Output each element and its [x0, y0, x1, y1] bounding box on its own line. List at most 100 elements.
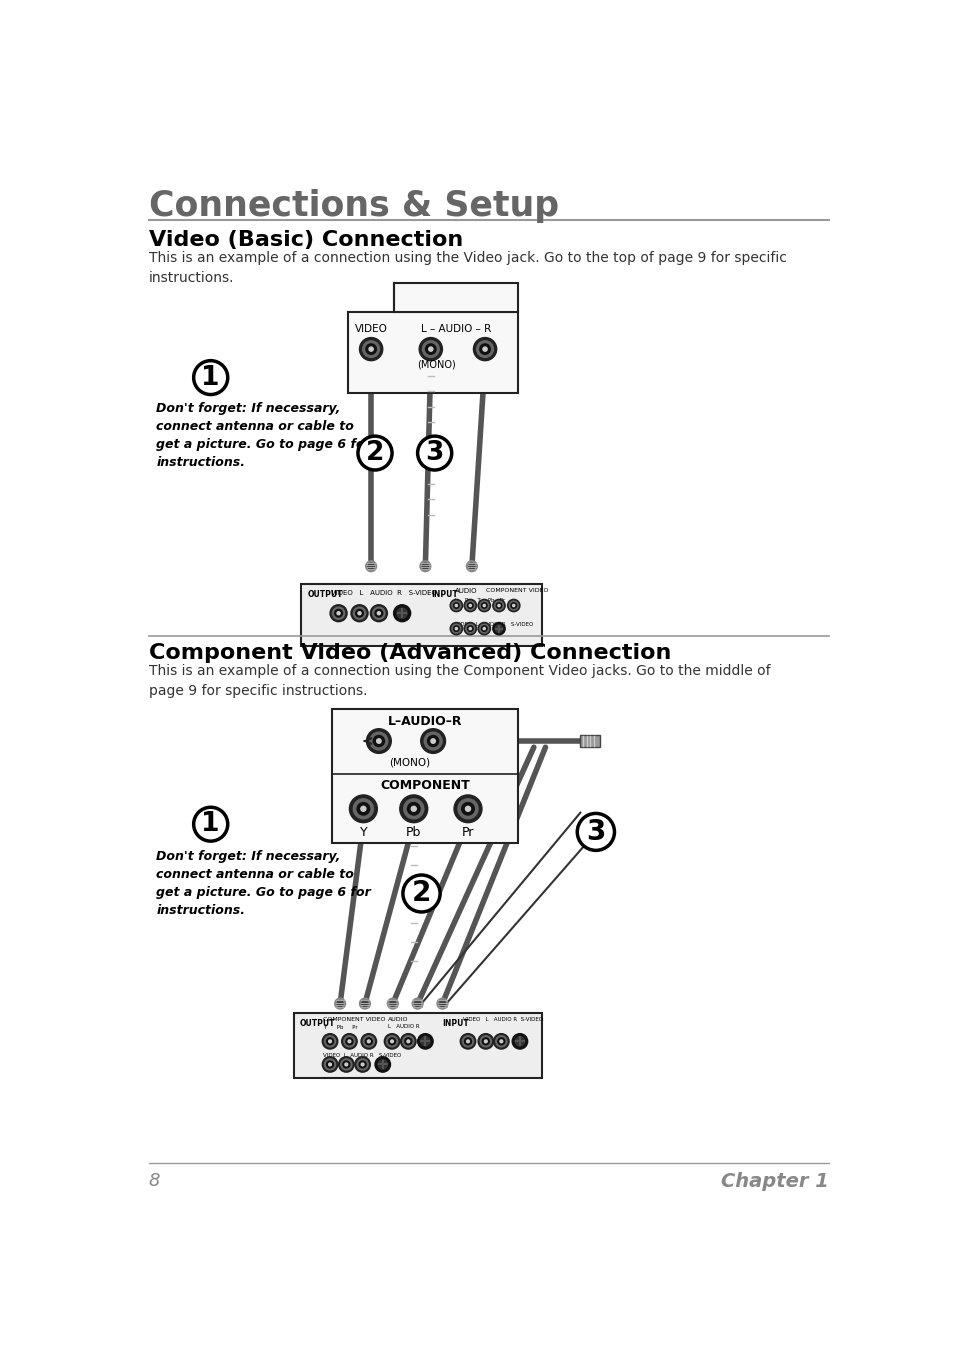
Text: L – AUDIO – R: L – AUDIO – R	[421, 324, 491, 333]
Circle shape	[386, 1035, 397, 1046]
Circle shape	[366, 344, 376, 354]
Text: OUTPUT: OUTPUT	[307, 590, 343, 599]
Circle shape	[497, 1038, 504, 1045]
Text: Pr: Pr	[461, 826, 474, 838]
Circle shape	[370, 605, 387, 622]
Circle shape	[469, 605, 471, 606]
Circle shape	[400, 1034, 416, 1049]
Circle shape	[376, 738, 380, 744]
Circle shape	[479, 344, 490, 354]
Circle shape	[338, 1057, 354, 1072]
Text: Chapter 1: Chapter 1	[720, 1172, 828, 1191]
Bar	[579, 734, 599, 747]
Circle shape	[357, 612, 360, 614]
FancyBboxPatch shape	[294, 1012, 541, 1079]
Circle shape	[420, 729, 445, 753]
Text: This is an example of a connection using the Video jack. Go to the top of page 9: This is an example of a connection using…	[149, 251, 786, 285]
Circle shape	[345, 1062, 347, 1066]
Circle shape	[403, 799, 423, 819]
Circle shape	[457, 799, 477, 819]
Circle shape	[496, 1035, 506, 1046]
Circle shape	[479, 1035, 491, 1046]
Circle shape	[415, 1000, 420, 1007]
Text: 1: 1	[201, 364, 220, 390]
Circle shape	[482, 347, 487, 351]
Circle shape	[496, 602, 501, 609]
Circle shape	[462, 1035, 473, 1046]
Circle shape	[402, 1035, 414, 1046]
Circle shape	[494, 601, 503, 610]
Text: VIDEO: VIDEO	[355, 324, 387, 333]
Text: COMPONENT VIDEO: COMPONENT VIDEO	[485, 587, 548, 593]
Circle shape	[428, 347, 433, 351]
Circle shape	[455, 628, 457, 629]
Circle shape	[326, 1038, 334, 1045]
Circle shape	[482, 1038, 489, 1045]
Circle shape	[512, 605, 515, 606]
Circle shape	[427, 736, 438, 747]
Circle shape	[466, 1040, 469, 1042]
Circle shape	[439, 1000, 445, 1007]
Circle shape	[360, 1034, 376, 1049]
Circle shape	[407, 802, 419, 815]
Circle shape	[356, 1058, 368, 1071]
Circle shape	[367, 1040, 370, 1042]
Circle shape	[477, 622, 490, 634]
Circle shape	[388, 1038, 395, 1045]
Circle shape	[324, 1058, 335, 1071]
Circle shape	[482, 628, 485, 629]
Text: This is an example of a connection using the Component Video jacks. Go to the mi: This is an example of a connection using…	[149, 664, 769, 698]
Circle shape	[370, 732, 388, 749]
Text: VIDEO   L   AUDIO  R   S-VIDEO: VIDEO L AUDIO R S-VIDEO	[331, 590, 436, 597]
Text: INPUT: INPUT	[431, 590, 457, 599]
Circle shape	[509, 601, 517, 610]
Text: Pb: Pb	[406, 826, 421, 838]
Circle shape	[384, 1034, 399, 1049]
Text: OUTPUT: OUTPUT	[299, 1019, 335, 1027]
Circle shape	[390, 1000, 395, 1007]
Circle shape	[454, 795, 481, 822]
Circle shape	[465, 601, 475, 610]
Text: Don't forget: If necessary,
connect antenna or cable to
get a picture. Go to pag: Don't forget: If necessary, connect ante…	[156, 402, 371, 470]
Circle shape	[465, 806, 470, 811]
Circle shape	[436, 998, 447, 1008]
Circle shape	[469, 563, 475, 570]
Circle shape	[453, 626, 458, 632]
Circle shape	[499, 1040, 502, 1042]
Text: Y      Pb     Pr: Y Pb Pr	[323, 1025, 357, 1030]
Circle shape	[193, 360, 228, 394]
Circle shape	[420, 1037, 430, 1046]
Circle shape	[495, 625, 502, 632]
Circle shape	[330, 605, 347, 622]
Circle shape	[360, 806, 366, 811]
Circle shape	[340, 1058, 352, 1071]
FancyBboxPatch shape	[348, 312, 517, 393]
Circle shape	[399, 795, 427, 822]
Text: Video (Basic) Connection: Video (Basic) Connection	[149, 230, 462, 250]
Circle shape	[342, 1061, 350, 1068]
Text: INPUT: INPUT	[442, 1019, 469, 1027]
Text: 2: 2	[412, 879, 431, 907]
Circle shape	[479, 624, 488, 633]
Circle shape	[394, 605, 410, 622]
Text: Y: Y	[359, 826, 367, 838]
Circle shape	[353, 608, 365, 620]
Circle shape	[335, 609, 342, 617]
Circle shape	[355, 609, 363, 617]
Circle shape	[368, 563, 374, 570]
Circle shape	[365, 560, 376, 571]
FancyBboxPatch shape	[332, 709, 517, 844]
Circle shape	[322, 1034, 337, 1049]
Circle shape	[461, 802, 474, 815]
Circle shape	[377, 1060, 387, 1069]
Text: 3: 3	[585, 818, 605, 846]
Circle shape	[411, 806, 416, 811]
Circle shape	[515, 1037, 524, 1046]
Circle shape	[418, 338, 442, 360]
Circle shape	[466, 560, 476, 571]
Circle shape	[349, 795, 377, 822]
Text: 1: 1	[201, 811, 220, 837]
Circle shape	[453, 602, 458, 609]
Text: Connections & Setup: Connections & Setup	[149, 189, 558, 223]
Circle shape	[497, 605, 499, 606]
